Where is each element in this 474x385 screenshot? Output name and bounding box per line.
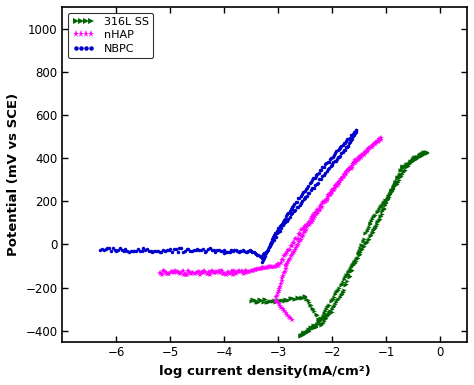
nHAP bbox=[289, 318, 294, 322]
316L SS bbox=[423, 150, 428, 154]
316L SS bbox=[329, 310, 335, 314]
nHAP bbox=[313, 214, 319, 219]
316L SS bbox=[297, 334, 303, 338]
nHAP bbox=[282, 270, 288, 275]
Line: 316L SS: 316L SS bbox=[249, 150, 428, 338]
316L SS bbox=[258, 298, 264, 302]
nHAP bbox=[157, 271, 163, 275]
nHAP bbox=[351, 160, 356, 165]
316L SS bbox=[319, 315, 324, 320]
NBPC bbox=[354, 128, 359, 132]
X-axis label: log current density(mA/cm²): log current density(mA/cm²) bbox=[159, 365, 371, 378]
nHAP bbox=[378, 136, 383, 140]
Legend: 316L SS, nHAP, NBPC: 316L SS, nHAP, NBPC bbox=[68, 12, 153, 58]
nHAP bbox=[276, 288, 282, 293]
NBPC bbox=[336, 155, 342, 159]
NBPC bbox=[277, 228, 283, 233]
316L SS bbox=[248, 299, 254, 303]
NBPC bbox=[259, 259, 265, 264]
NBPC bbox=[273, 231, 279, 236]
316L SS bbox=[391, 183, 397, 187]
nHAP bbox=[262, 266, 267, 270]
316L SS bbox=[277, 299, 283, 303]
nHAP bbox=[274, 293, 280, 298]
Line: nHAP: nHAP bbox=[157, 135, 383, 323]
Y-axis label: Potential (mV vs SCE): Potential (mV vs SCE) bbox=[7, 93, 20, 256]
NBPC bbox=[277, 224, 283, 229]
316L SS bbox=[292, 296, 298, 301]
NBPC bbox=[266, 245, 272, 249]
NBPC bbox=[328, 156, 334, 161]
NBPC bbox=[97, 248, 103, 252]
Line: NBPC: NBPC bbox=[99, 128, 358, 263]
316L SS bbox=[312, 323, 318, 327]
